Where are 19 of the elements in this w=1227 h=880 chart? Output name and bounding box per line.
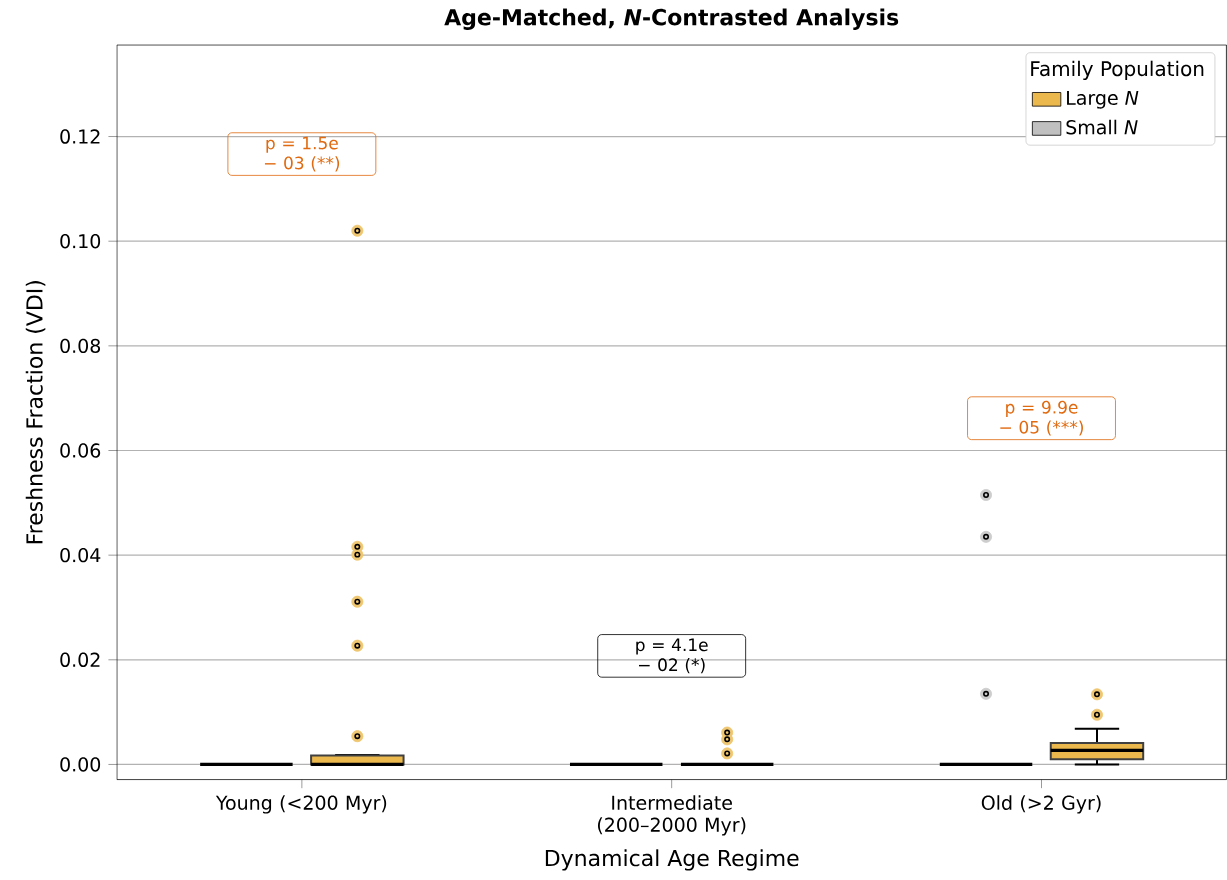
x-tick-label: Intermediate (200–2000 Myr): [597, 795, 746, 836]
x-tick-label: Old (>2 Gyr): [981, 795, 1101, 814]
legend-title: Family Population: [1031, 60, 1204, 81]
x-axis-title: Dynamical Age Regime: [545, 849, 799, 871]
y-tick-label: 0.12: [60, 129, 100, 144]
y-axis-title: Freshness Fraction (VDI): [25, 281, 46, 544]
annotation: p = 1.5e − 03 (**): [264, 136, 340, 172]
annotation: p = 9.9e − 05 (***): [1000, 401, 1083, 436]
annotation: p = 4.1e − 02 (*): [636, 638, 708, 674]
x-tick-label: Young (<200 Myr): [215, 795, 387, 814]
y-tick-label: 0.08: [60, 338, 101, 354]
y-tick-label: 0.02: [60, 652, 100, 668]
legend-label: Small N: [1066, 119, 1138, 135]
y-tick-label: 0.00: [60, 757, 101, 772]
y-tick-label: 0.06: [60, 443, 101, 458]
y-tick-label: 0.04: [60, 548, 101, 563]
y-tick-label: 0.10: [60, 234, 101, 249]
chart-title: Age-Matched, N-Contrasted Analysis: [444, 8, 899, 31]
legend-label: Large N: [1067, 91, 1139, 109]
